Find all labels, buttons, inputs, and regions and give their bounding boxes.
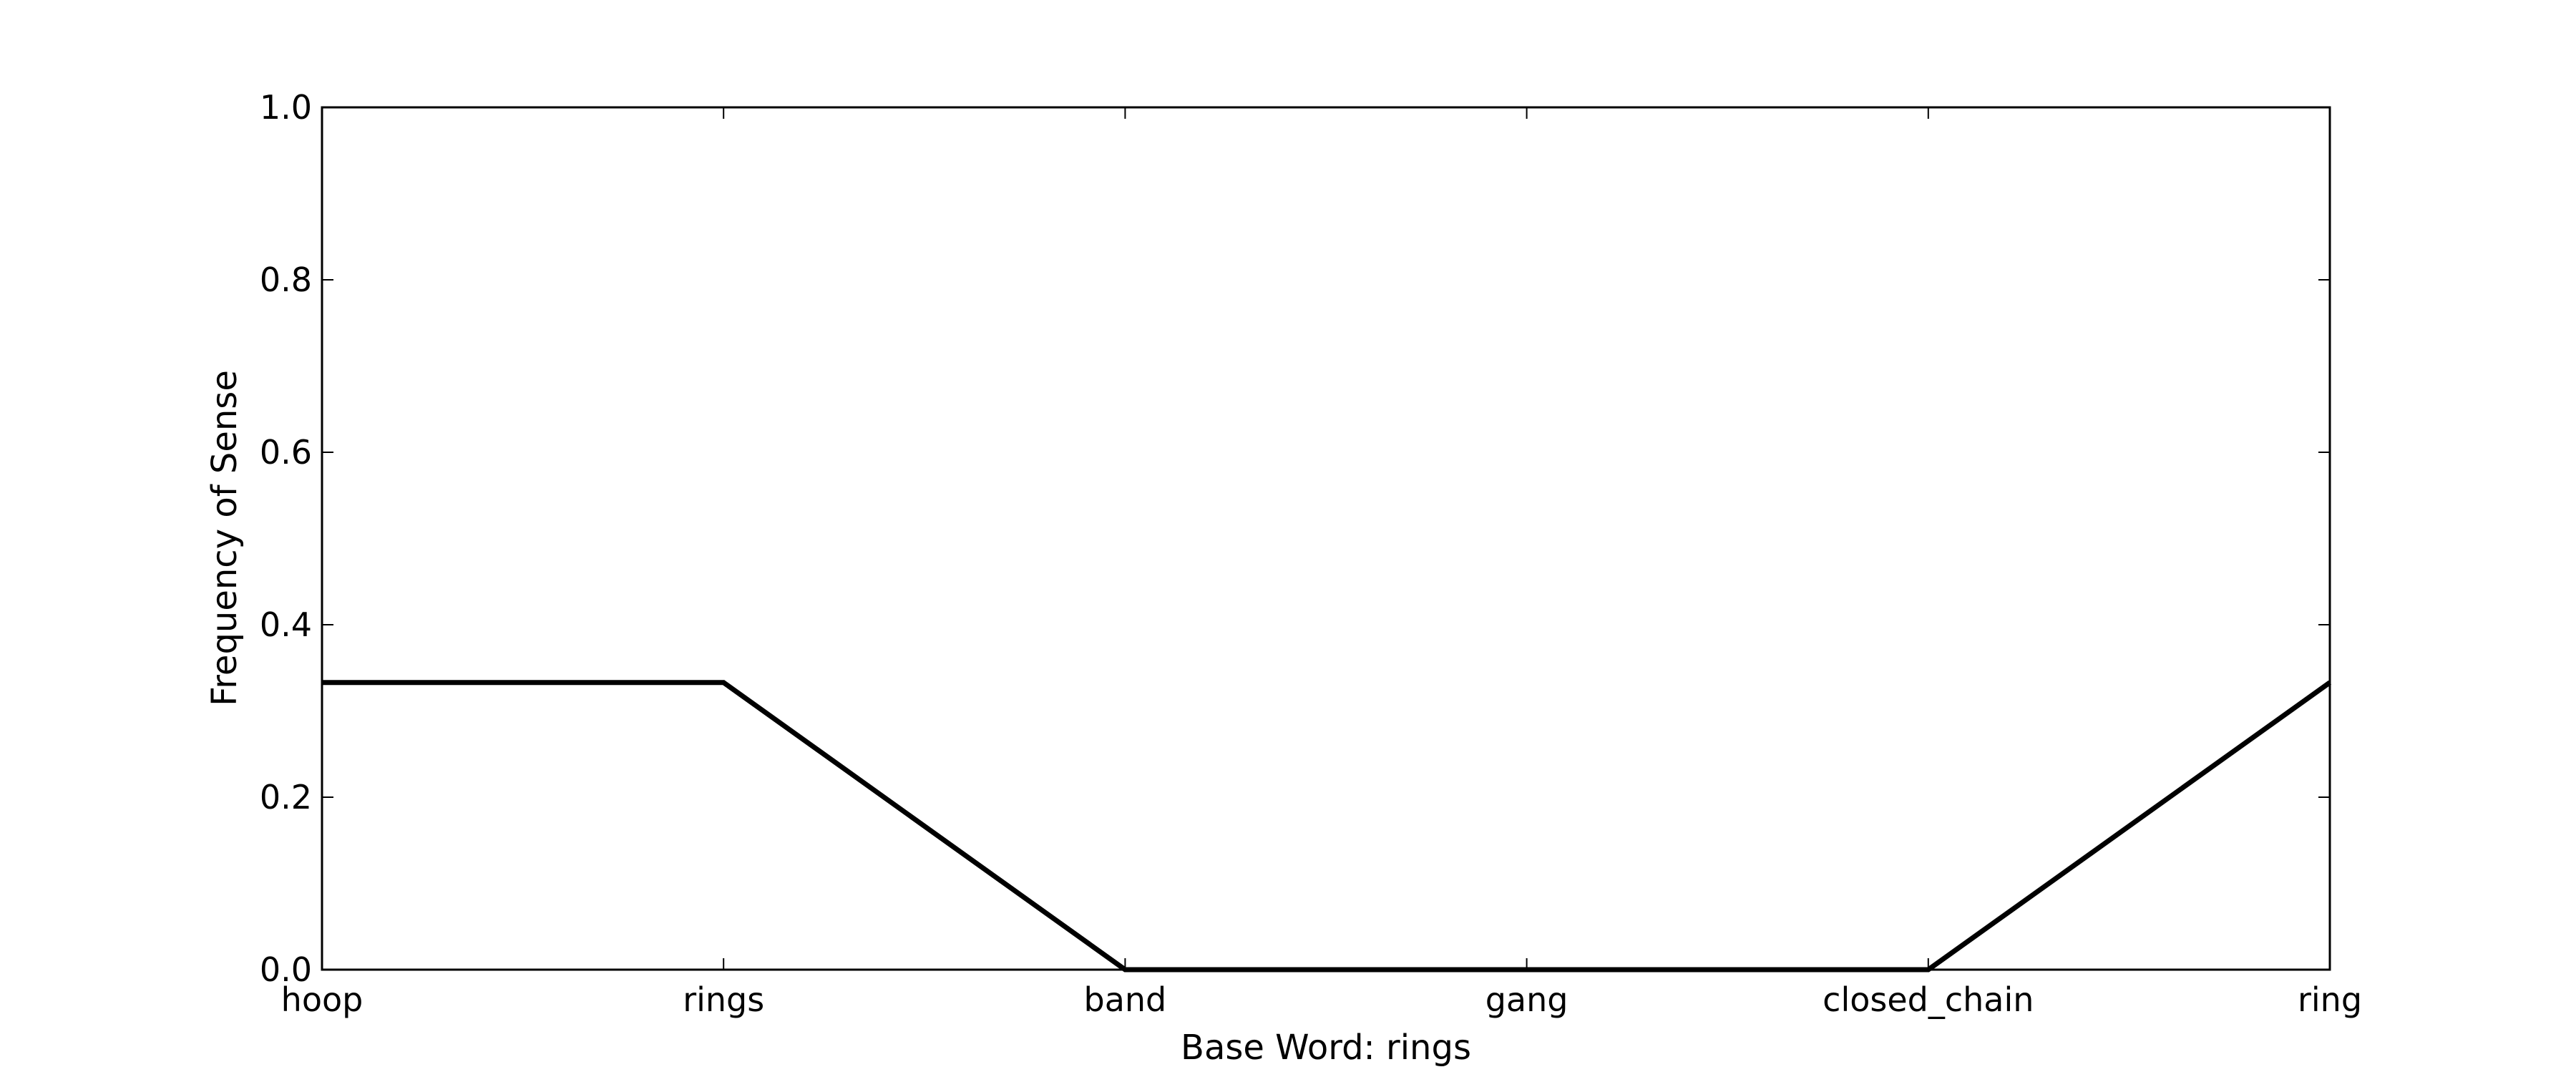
- x-tick-label: rings: [683, 980, 764, 1019]
- plot-frame: [322, 107, 2330, 970]
- x-tick-label: band: [1084, 980, 1167, 1019]
- y-axis-label: Frequency of Sense: [205, 370, 245, 706]
- y-tick-labels: 0.00.20.40.60.81.0: [260, 88, 312, 989]
- series-line: [322, 683, 2330, 970]
- y-tick-label: 1.0: [260, 88, 312, 127]
- x-tick-label: ring: [2298, 980, 2362, 1019]
- y-tick-label: 0.6: [260, 433, 312, 472]
- x-tick-label: gang: [1485, 980, 1568, 1019]
- x-tick-labels: hoop rings band gang closed_chain ring: [281, 980, 2362, 1019]
- y-tick-label: 0.2: [260, 778, 312, 817]
- tick-marks: [322, 107, 2330, 970]
- x-tick-label: closed_chain: [1823, 980, 2034, 1019]
- x-axis-label: Base Word: rings: [1181, 1028, 1471, 1068]
- y-tick-label: 0.4: [260, 605, 312, 644]
- series-layer: [322, 683, 2330, 970]
- x-tick-label: hoop: [281, 980, 364, 1019]
- y-tick-label: 0.8: [260, 260, 312, 299]
